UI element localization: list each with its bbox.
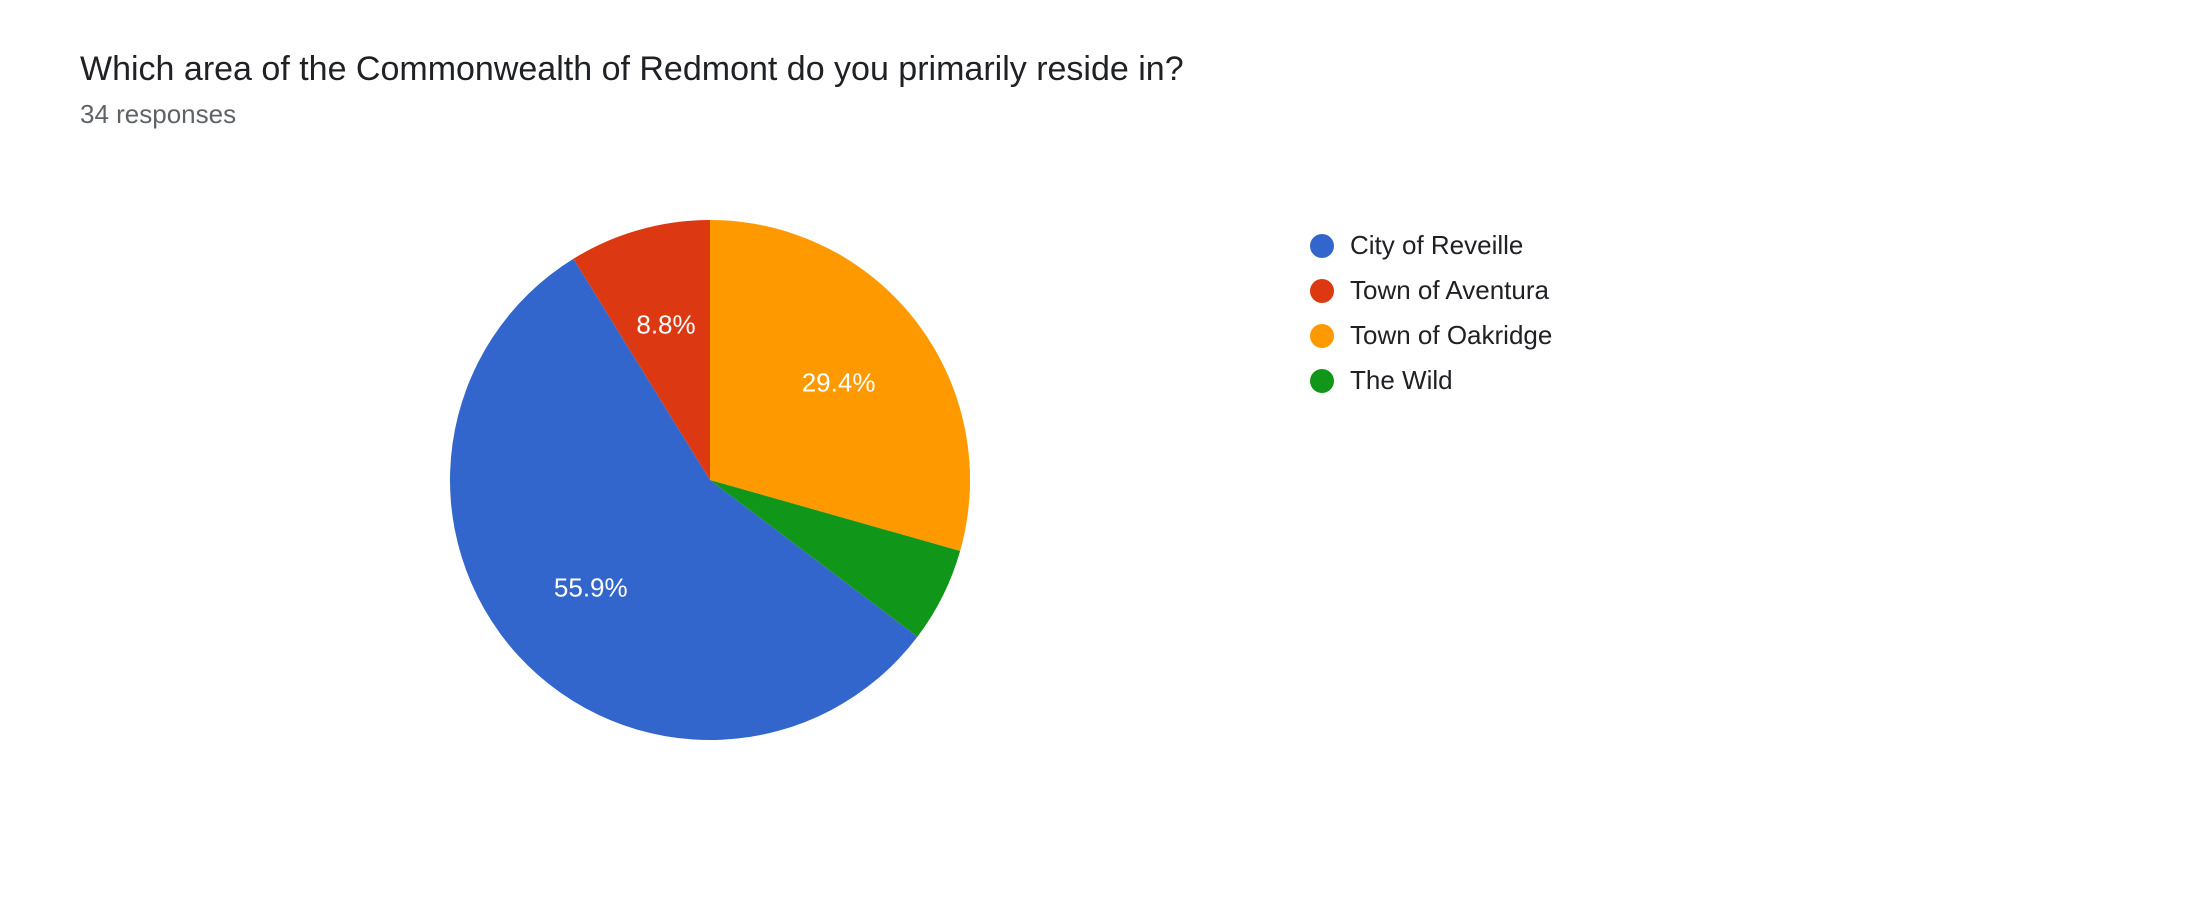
legend-label: The Wild [1350,365,1453,396]
legend-label: City of Reveille [1350,230,1523,261]
chart-title: Which area of the Commonwealth of Redmon… [80,50,2119,89]
legend-item[interactable]: The Wild [1310,365,1552,396]
slice-label: 29.4% [802,367,876,398]
legend-label: Town of Aventura [1350,275,1549,306]
legend-item[interactable]: Town of Oakridge [1310,320,1552,351]
legend-color-dot [1310,234,1334,258]
legend-label: Town of Oakridge [1350,320,1552,351]
slice-label: 55.9% [554,573,628,604]
chart-card: Which area of the Commonwealth of Redmon… [0,0,2199,924]
legend-color-dot [1310,279,1334,303]
chart-body: 29.4% 55.9% 8.8% City of Reveille Town of A… [80,220,2119,740]
legend: City of Reveille Town of Aventura Town of … [1310,230,1552,410]
slice-label: 8.8% [636,309,695,340]
legend-item[interactable]: City of Reveille [1310,230,1552,261]
legend-color-dot [1310,324,1334,348]
response-count: 34 responses [80,99,2119,130]
pie-chart: 29.4% 55.9% 8.8% [450,220,970,740]
legend-item[interactable]: Town of Aventura [1310,275,1552,306]
legend-color-dot [1310,369,1334,393]
